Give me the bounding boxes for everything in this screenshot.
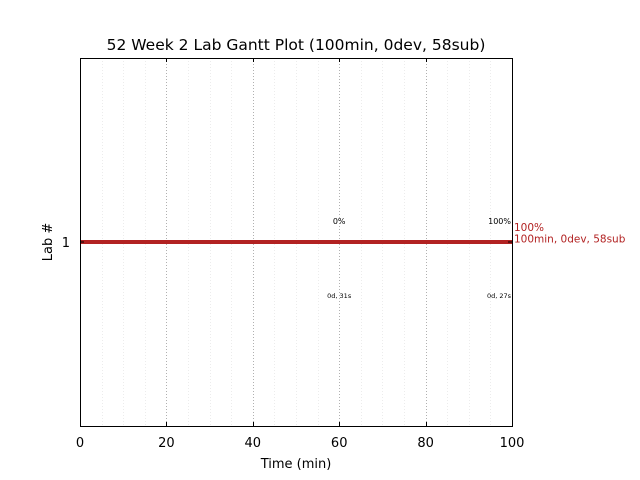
- bar-end-label-line: 100min, 0dev, 58sub: [514, 234, 626, 246]
- y-axis-ticks: 1: [62, 236, 512, 251]
- chart-title: 52 Week 2 Lab Gantt Plot (100min, 0dev, …: [107, 36, 486, 54]
- x-tick-label: 80: [417, 436, 434, 451]
- percent-annotation: 100%: [488, 217, 511, 226]
- y-tick-label: 1: [62, 236, 70, 251]
- duration-annotation: 0d, 27s: [487, 292, 512, 300]
- duration-annotation: 0d, 31s: [327, 292, 352, 300]
- x-tick-label: 100: [500, 436, 525, 451]
- percent-annotation: 0%: [333, 217, 346, 226]
- x-tick-label: 0: [76, 436, 84, 451]
- gantt-bars: [80, 240, 512, 244]
- x-tick-label: 40: [245, 436, 262, 451]
- annotations: 0% 100% 0d, 31s 0d, 27s: [327, 217, 511, 300]
- x-tick-label: 60: [331, 436, 348, 451]
- x-axis-label: Time (min): [260, 457, 332, 472]
- y-axis-label: Lab #: [41, 223, 56, 262]
- x-axis-ticks: 0 20 40 60 80 100: [76, 58, 525, 451]
- gantt-bar: [80, 240, 512, 244]
- bar-end-label-line: 100%: [514, 222, 544, 234]
- x-tick-label: 20: [158, 436, 175, 451]
- bar-end-label: 100%100min, 0dev, 58sub: [514, 222, 626, 246]
